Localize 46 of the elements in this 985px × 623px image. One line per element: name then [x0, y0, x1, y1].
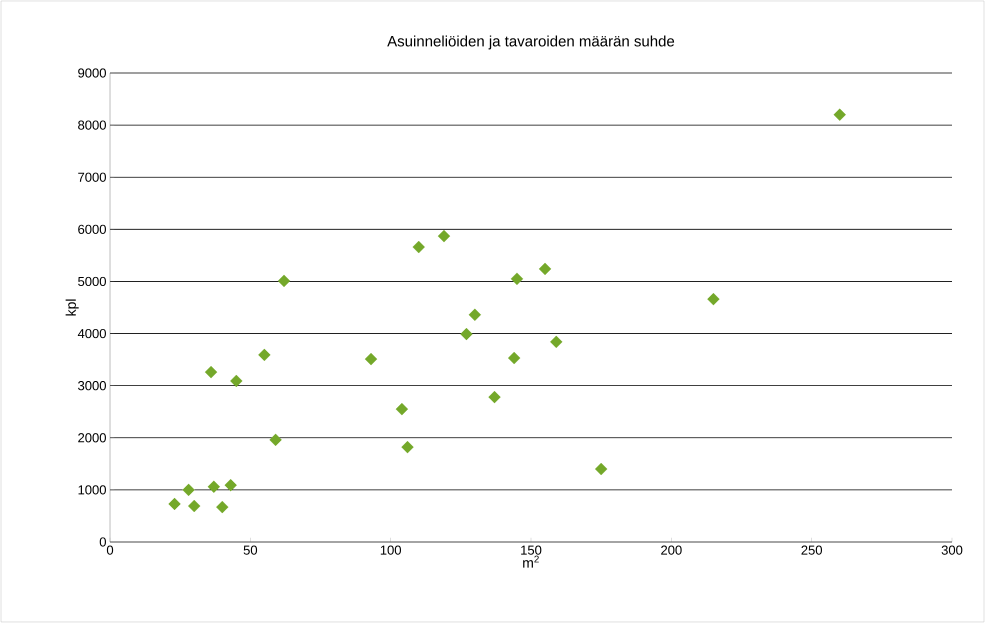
point	[182, 484, 195, 496]
point	[510, 272, 524, 286]
y-tick-label: 7000	[78, 172, 106, 182]
point	[468, 308, 482, 321]
point	[488, 390, 501, 404]
chart-title: Asuinneliöiden ja tavaroiden määrän suhde	[387, 35, 674, 50]
point	[188, 500, 200, 512]
point	[204, 366, 218, 378]
point	[550, 336, 562, 348]
y-tick-label: 9000	[78, 68, 106, 78]
point	[460, 328, 473, 340]
point	[224, 478, 237, 492]
point	[269, 434, 282, 446]
point	[438, 230, 450, 242]
x-tick-label: 300	[942, 546, 962, 555]
point	[401, 440, 414, 454]
y-tick-label: 0	[100, 537, 106, 547]
point	[707, 292, 720, 306]
x-tick-label: 150	[521, 546, 542, 555]
x-tick-label: 0	[106, 546, 114, 555]
point	[594, 462, 608, 476]
point	[168, 498, 181, 510]
y-tick-label: 5000	[78, 276, 106, 286]
point	[412, 240, 425, 254]
x-tick-label: 50	[244, 546, 258, 555]
point	[538, 262, 552, 276]
y-tick-label: 1000	[78, 485, 106, 494]
y-axis-title: kpl	[66, 299, 79, 316]
y-tick-label: 3000	[78, 381, 106, 390]
point	[230, 374, 242, 388]
point	[278, 274, 290, 288]
y-tick-label: 4000	[78, 328, 106, 338]
point	[208, 480, 220, 493]
y-tick-label: 2000	[78, 433, 106, 442]
x-tick-label: 100	[380, 546, 402, 555]
point	[258, 348, 271, 362]
x-tick-label: 200	[661, 546, 682, 555]
point	[396, 402, 408, 416]
y-tick-label: 8000	[78, 120, 106, 130]
y-tick-label: 6000	[78, 224, 106, 234]
point	[364, 352, 378, 366]
point	[508, 352, 520, 364]
point	[216, 500, 228, 514]
x-axis-title: m$^{2}$	[523, 556, 539, 568]
point	[834, 108, 846, 121]
x-tick-label: 250	[801, 546, 822, 555]
